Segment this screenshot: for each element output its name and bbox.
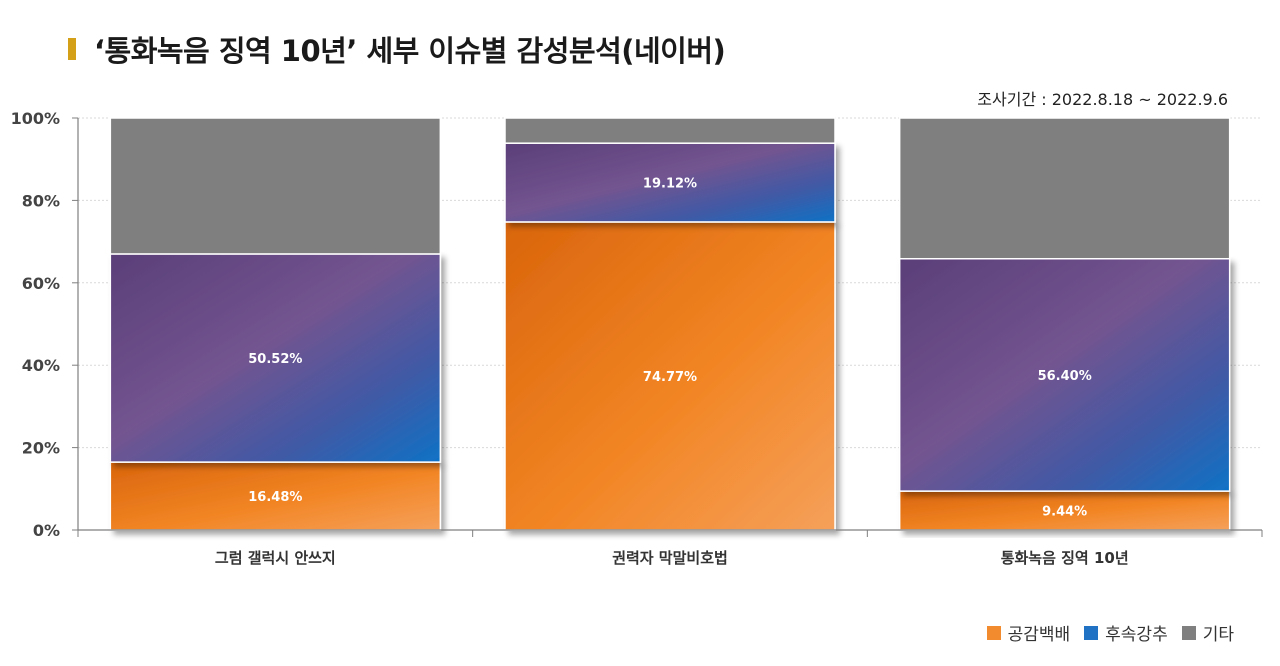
legend-label-other: 기타 bbox=[1202, 625, 1234, 645]
bar-other bbox=[504, 117, 836, 144]
data-label: 74.77% bbox=[643, 370, 697, 385]
y-tick-label: 40% bbox=[22, 356, 60, 375]
x-category-label: 그럼 갤럭시 안쓰지 bbox=[215, 549, 336, 567]
data-label: 19.12% bbox=[643, 177, 697, 192]
y-tick-label: 20% bbox=[22, 439, 60, 458]
bar-positive bbox=[504, 221, 836, 531]
legend-item-positive: 공감백배 bbox=[986, 620, 1071, 645]
bar-positive bbox=[898, 490, 1231, 531]
legend-label-negative: 후속강추 bbox=[1105, 625, 1168, 645]
x-category-label: 통화녹음 징역 10년 bbox=[1001, 549, 1129, 567]
legend-swatch-other bbox=[1181, 625, 1196, 640]
stacked-bar-chart: 16.48% 50.52% 74.77% 19.12% 9.44% 56.40% 0% 20… bbox=[11, 109, 1263, 567]
title-block: ‘통화녹음 징역 10년’ 세부 이슈별 감성분석(네이버) bbox=[68, 28, 726, 70]
data-label: 56.40% bbox=[1038, 369, 1092, 384]
y-tick-label: 80% bbox=[22, 191, 60, 210]
chart-title: ‘통화녹음 징역 10년’ 세부 이슈별 감성분석(네이버) bbox=[94, 34, 726, 68]
bar-other bbox=[898, 117, 1231, 260]
bar-negative bbox=[109, 253, 442, 463]
y-tick-label: 0% bbox=[33, 521, 60, 540]
legend-item-other: 기타 bbox=[1181, 620, 1234, 645]
y-tick-label: 100% bbox=[11, 109, 60, 128]
legend-item-negative: 후속강추 bbox=[1084, 620, 1168, 645]
legend: 공감백배 후속강추 기타 bbox=[986, 620, 1234, 645]
title-marker bbox=[68, 38, 76, 60]
bar-other bbox=[109, 117, 442, 255]
bar-negative bbox=[898, 257, 1231, 492]
bar-negative bbox=[504, 142, 836, 223]
data-label: 9.44% bbox=[1042, 505, 1087, 520]
data-label: 50.52% bbox=[248, 352, 302, 367]
legend-swatch-positive bbox=[986, 625, 1001, 640]
y-tick-label: 60% bbox=[22, 274, 60, 293]
survey-period: 조사기간 : 2022.8.18 ~ 2022.9.6 bbox=[977, 90, 1228, 109]
x-category-label: 권력자 막말비호법 bbox=[612, 549, 728, 567]
legend-swatch-negative bbox=[1084, 625, 1099, 640]
legend-label-positive: 공감백배 bbox=[1007, 625, 1071, 645]
data-label: 16.48% bbox=[248, 490, 302, 505]
